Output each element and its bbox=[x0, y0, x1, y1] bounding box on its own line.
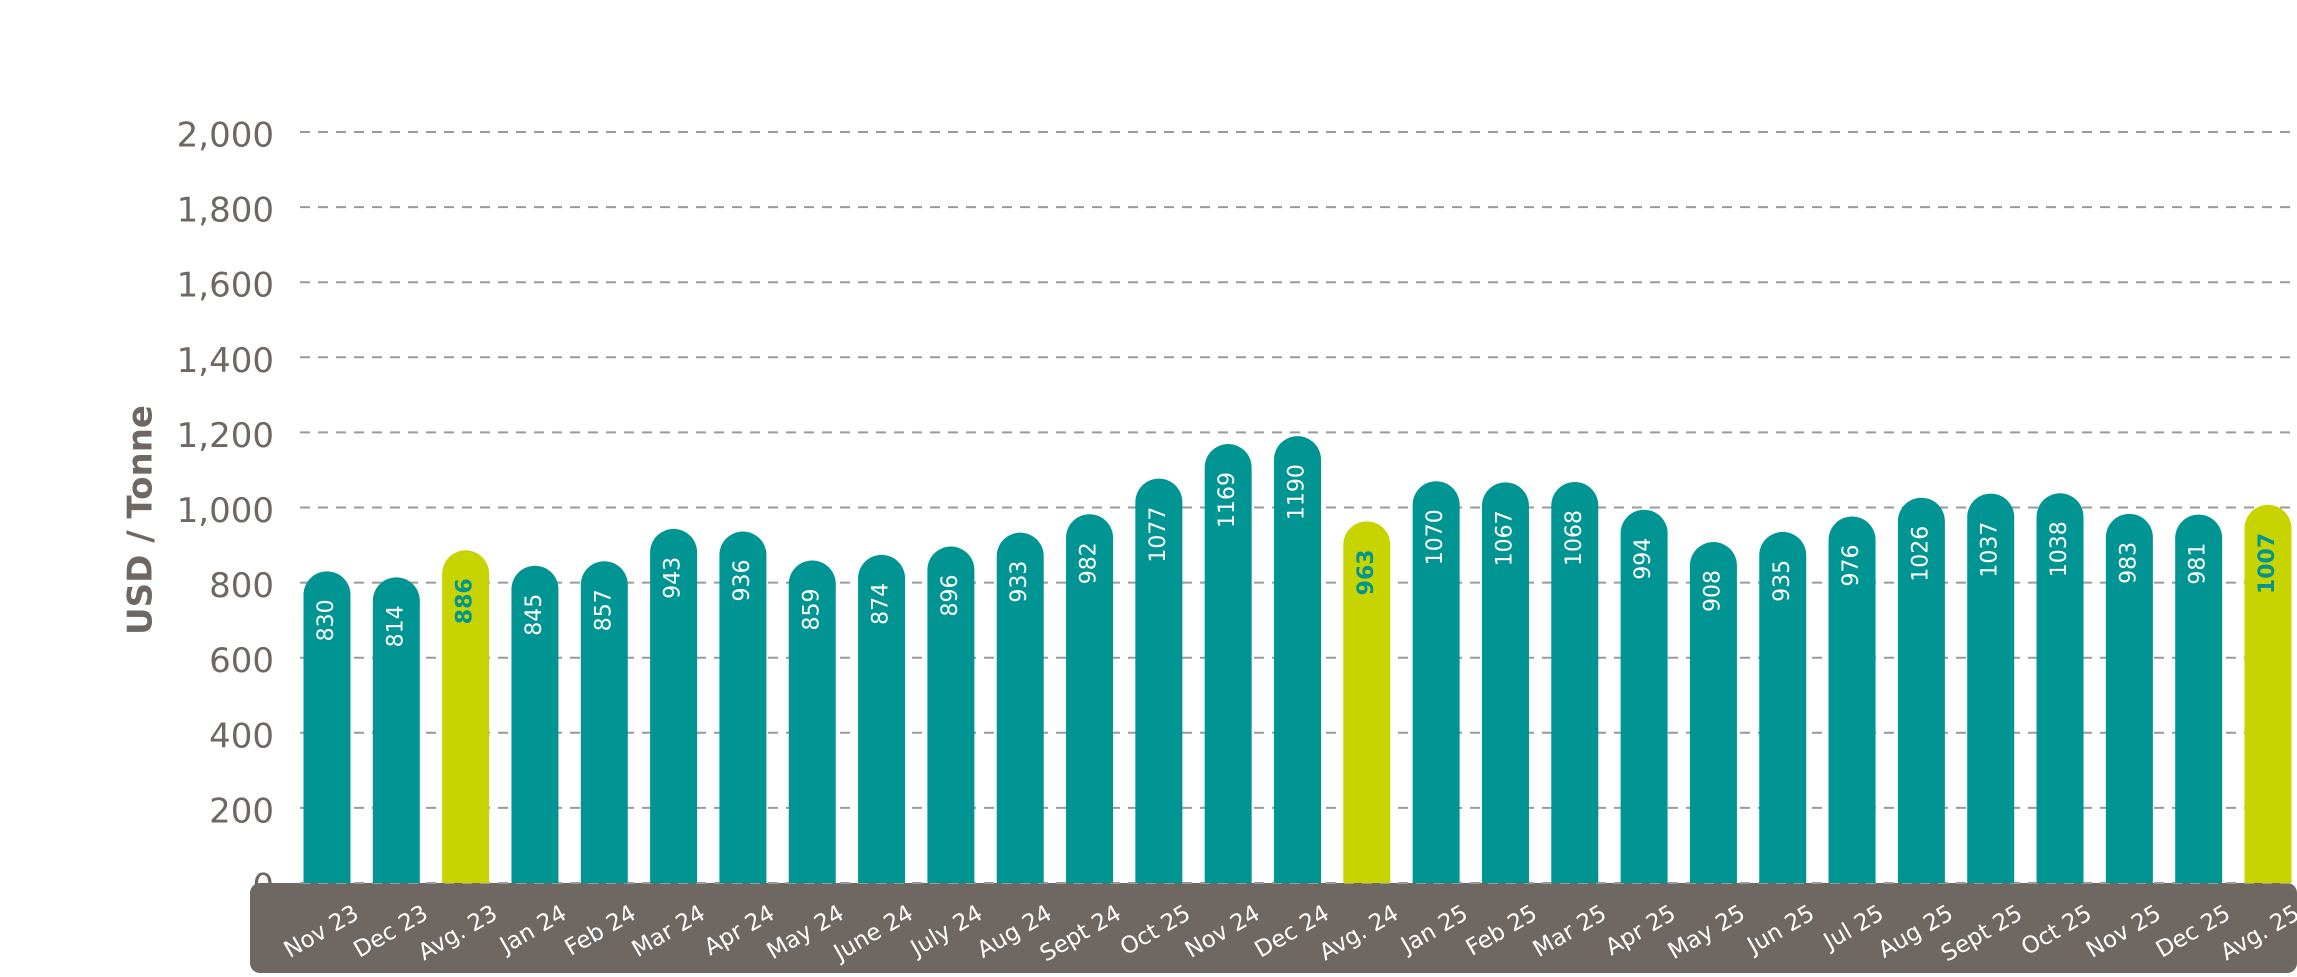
bar bbox=[996, 532, 1044, 883]
y-tick-label: 2,000 bbox=[177, 116, 274, 156]
bar bbox=[2244, 504, 2292, 883]
value-label: 1077 bbox=[1146, 507, 1171, 563]
value-label: 1190 bbox=[1285, 464, 1310, 520]
y-tick-label: 1,800 bbox=[177, 191, 274, 231]
value-label: 814 bbox=[383, 605, 408, 647]
value-label: 981 bbox=[2186, 543, 2211, 585]
bar bbox=[303, 571, 351, 883]
value-label: 874 bbox=[869, 583, 894, 625]
category-strip bbox=[250, 883, 2297, 973]
value-label: 845 bbox=[522, 594, 547, 636]
bar bbox=[719, 531, 767, 883]
bar bbox=[1689, 542, 1737, 883]
y-tick-label: 1,000 bbox=[177, 491, 274, 531]
value-label: 936 bbox=[730, 560, 755, 602]
bar bbox=[1135, 478, 1183, 883]
value-label: 1067 bbox=[1492, 510, 1517, 566]
bar bbox=[1066, 514, 1114, 883]
bar bbox=[2036, 493, 2084, 883]
bar bbox=[580, 561, 628, 883]
bar bbox=[442, 550, 490, 883]
bar bbox=[927, 546, 975, 883]
y-tick-label: 400 bbox=[209, 716, 274, 756]
value-label: 982 bbox=[1077, 542, 1102, 584]
bar bbox=[1967, 493, 2015, 883]
bar bbox=[1204, 444, 1252, 883]
value-label: 908 bbox=[1700, 570, 1725, 612]
bar bbox=[1897, 497, 1945, 883]
value-label: 1038 bbox=[2047, 521, 2072, 577]
value-label: 983 bbox=[2116, 542, 2141, 584]
value-label: 1169 bbox=[1215, 472, 1240, 528]
value-label: 1068 bbox=[1562, 510, 1587, 566]
value-label: 963 bbox=[1354, 549, 1379, 595]
value-label: 976 bbox=[1839, 545, 1864, 587]
bar bbox=[1274, 436, 1321, 883]
value-label: 943 bbox=[661, 557, 686, 599]
y-tick-label: 1,200 bbox=[177, 416, 274, 456]
bar bbox=[2175, 514, 2223, 883]
bar bbox=[1620, 509, 1668, 883]
value-label: 886 bbox=[453, 578, 478, 624]
value-label: 857 bbox=[591, 589, 616, 631]
bar bbox=[372, 577, 420, 883]
y-tick-label: 800 bbox=[209, 566, 274, 606]
y-tick-label: 0 bbox=[252, 867, 274, 907]
bar bbox=[511, 565, 559, 883]
value-label: 1070 bbox=[1423, 509, 1448, 565]
value-label: 859 bbox=[799, 588, 824, 630]
value-label: 896 bbox=[938, 575, 963, 617]
bar bbox=[1412, 481, 1460, 883]
value-label: 933 bbox=[1007, 561, 1032, 603]
y-tick-label: 200 bbox=[209, 791, 274, 831]
y-tick-label: 1,400 bbox=[177, 341, 274, 381]
value-label: 830 bbox=[314, 599, 339, 641]
bar bbox=[858, 554, 906, 883]
bar bbox=[788, 560, 836, 883]
value-label: 935 bbox=[1770, 560, 1795, 602]
bar bbox=[650, 528, 698, 883]
value-label: 994 bbox=[1631, 538, 1656, 580]
y-tick-label: 600 bbox=[209, 641, 274, 681]
value-label: 1007 bbox=[2255, 533, 2280, 594]
value-label: 1037 bbox=[1978, 522, 2003, 578]
bar bbox=[1828, 516, 1876, 883]
y-tick-label: 1,600 bbox=[177, 266, 274, 306]
bar bbox=[1343, 521, 1391, 883]
bar bbox=[1481, 482, 1529, 883]
y-axis-title: USD / Tonne bbox=[121, 405, 161, 635]
bar bbox=[1759, 531, 1807, 883]
bar bbox=[1551, 481, 1599, 883]
value-label: 1026 bbox=[1908, 526, 1933, 582]
bar bbox=[2105, 513, 2153, 883]
